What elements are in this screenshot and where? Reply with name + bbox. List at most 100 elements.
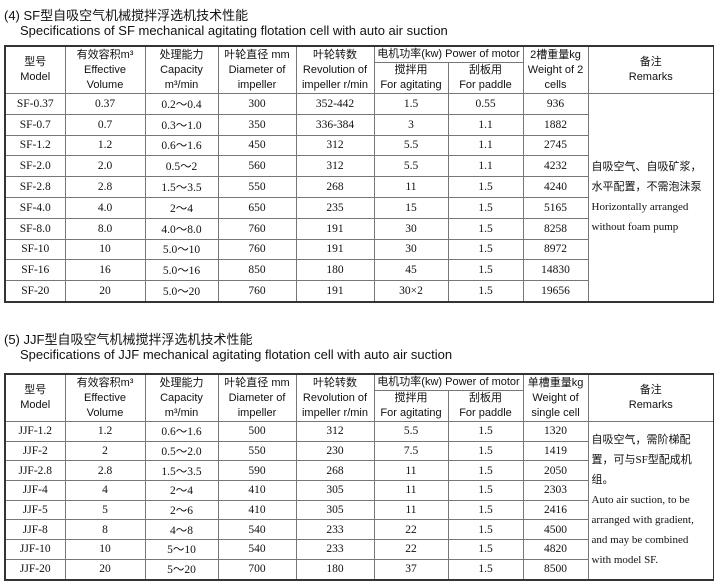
table-cell: 268 [295,176,375,198]
header-line: 处理能力 [159,376,204,389]
header-line: Volume [86,406,124,419]
header-agitating: 搅拌用 For agitating [373,62,449,94]
header-agitating: 搅拌用 For agitating [373,390,449,422]
table-cell: 5.5 [373,421,449,442]
table-cell: 1.5 [447,558,524,581]
header-model: 型号 Model [4,45,66,94]
remarks-text: 自吸空气，需阶梯配置，可与SF型配成机组。 [591,434,692,487]
header-line: 有效容积m³ [76,376,134,389]
table-cell: 15 [373,196,449,219]
header-line: Weight of [532,391,579,404]
table-cell: 336-384 [295,113,375,136]
table-cell: 2.8 [64,176,146,198]
table-cell: 312 [295,421,375,442]
table-cell: 5.5 [373,155,449,178]
table-cell: 760 [217,238,297,261]
table-cell: 1.5 [373,93,449,115]
table-cell: 4.0～8.0 [144,217,219,240]
table-cell: JJF-8 [4,519,66,541]
table-cell: 540 [217,519,297,541]
table-cell: 1.5 [447,217,524,240]
table-cell: 0.2～0.4 [144,93,219,115]
table-row: JJF-1.2 1.2 0.6～1.6 500 312 5.5 1.5 1320 自吸空气，需阶… [4,421,714,580]
header-line: Weight of 2 [527,63,584,76]
table-cell: SF-4.0 [4,196,66,219]
table-cell: 5.0～16 [144,259,219,282]
header-line: m³/min [164,406,199,419]
table-cell: 191 [295,238,375,261]
table-cell: 540 [217,539,297,560]
table-cell: 7.5 [373,440,449,462]
table-cell: JJF-5 [4,499,66,521]
table-cell: 4～8 [144,519,219,541]
sf-subtitle: Specifications of SF mechanical agitatin… [20,23,448,38]
remarks-cell: 自吸空气，需阶梯配置，可与SF型配成机组。 Auto air suction, t… [587,421,714,580]
header-revolution: 叶轮转数 Revolution of impeller r/min [295,45,375,94]
table-cell: 268 [295,460,375,482]
table-cell: 450 [217,134,297,157]
table-cell: 2～4 [144,480,219,501]
table-cell: 1.2 [64,134,146,157]
header-line: Capacity [160,391,203,404]
table-cell: 5165 [522,196,589,219]
table-cell: 1.2 [64,421,146,442]
table-cell: 410 [217,480,297,501]
header-paddle: 刮板用 For paddle [447,62,524,94]
jjf-title: (5) JJF型自吸空气机械搅拌浮选机技术性能 [4,332,253,347]
table-cell: JJF-10 [4,539,66,560]
table-cell: 30 [373,217,449,240]
table-cell: 312 [295,134,375,157]
table-row: SF-4.0 4.0 2～4 650 235 15 1.5 5165 [4,196,714,219]
table-cell: 1.5 [447,280,524,303]
table-cell: 180 [295,558,375,581]
table-cell: JJF-4 [4,480,66,501]
table-cell: 1419 [522,440,589,462]
table-cell: 1.5 [447,499,524,521]
table-cell: 1.5～3.5 [144,176,219,198]
table-cell: 10 [64,238,146,261]
table-cell: 550 [217,176,297,198]
header-line: 有效容积m³ [76,48,134,61]
header-subrow: 搅拌用 For agitating 刮板用 For paddle [5,390,714,422]
table-cell: 2303 [522,480,589,501]
header-line: 叶轮转数 [313,48,357,61]
table-cell: 305 [295,480,375,501]
header-line: 刮板用 [469,392,502,404]
table-cell: 760 [217,280,297,303]
table-cell: 590 [217,460,297,482]
table-cell: 0.7 [64,113,146,136]
table-row: JJF-5 5 2～6 410 305 11 1.5 2416 [4,499,714,521]
table-cell: 352-442 [295,93,375,115]
table-cell: 0.6～1.6 [144,421,219,442]
jjf-subtitle: Specifications of JJF mechanical agitati… [20,347,453,362]
table-cell: 22 [373,539,449,560]
header-line: 搅拌用 [394,64,428,76]
header-line: 2槽重量kg [530,48,581,61]
table-cell: 5.0～10 [144,238,219,261]
table-cell: 550 [217,440,297,462]
table-cell: 8972 [522,238,589,261]
header-line: Revolution of [302,63,368,76]
table-cell: 191 [295,280,375,303]
header-volume: 有效容积m³ Effective Volume [64,373,146,422]
header-line: Model [20,399,51,411]
table-cell: 2416 [522,499,589,521]
table-cell: 850 [217,259,297,282]
header-row: 型号 Model 有效容积m³ Effective Volume 处理能力 Capacity… [4,373,714,422]
table-cell: 1.5 [447,539,524,560]
table-row: SF-16 16 5.0～16 850 180 45 1.5 14830 [4,259,714,282]
table-cell: 1.1 [447,134,524,157]
header-line: For agitating [380,79,442,91]
table-cell: 4232 [522,155,589,178]
header-line: impeller r/min [301,78,368,91]
table-cell: 5.0～20 [144,280,219,303]
table-cell: 1.5 [447,196,524,219]
table-cell: 1.5 [447,238,524,261]
table-row: SF-0.7 0.7 0.3～1.0 350 336-384 3 1.1 1882 [4,113,714,136]
table-cell: SF-16 [4,259,66,282]
table-cell: 2～4 [144,196,219,219]
table-cell: 1882 [522,113,589,136]
table-row: SF-8.0 8.0 4.0～8.0 760 191 30 1.5 8258 [4,217,714,240]
header-line: Diameter of [228,63,286,76]
table-cell: 1.1 [447,155,524,178]
